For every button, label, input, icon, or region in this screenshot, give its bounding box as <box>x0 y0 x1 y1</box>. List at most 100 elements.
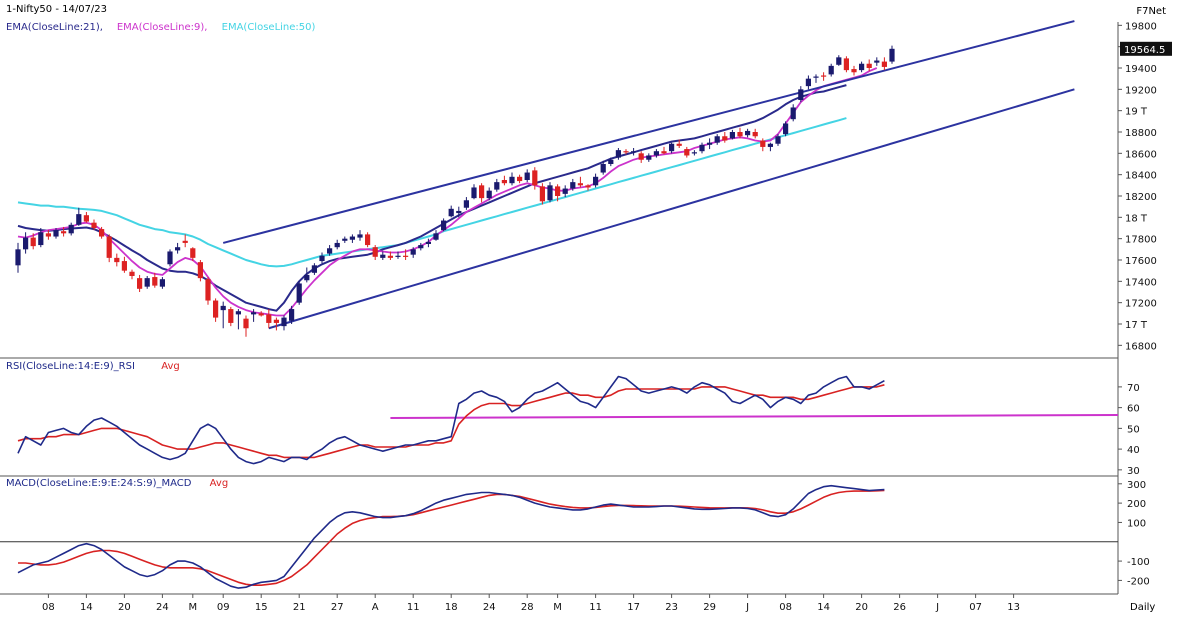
candle-body <box>425 241 431 244</box>
price-y-tick-label: 19200 <box>1125 85 1157 96</box>
candle-body <box>501 180 507 184</box>
candle-body <box>608 159 614 164</box>
candle-body <box>182 240 188 243</box>
candle-body <box>783 123 789 135</box>
candle-body <box>387 255 393 258</box>
x-tick-label: 20 <box>118 602 131 613</box>
symbol-label: 1-Nifty50 <box>6 4 53 15</box>
price-y-tick-label: 17800 <box>1125 235 1157 246</box>
candle-body <box>213 300 219 318</box>
candle-body <box>691 152 697 154</box>
candle-body <box>737 132 743 137</box>
candle-body <box>228 309 234 323</box>
candle-body <box>38 232 44 246</box>
candle-body <box>745 130 751 136</box>
candle-body <box>790 107 796 120</box>
candle-body <box>638 153 644 160</box>
chart-header: 1-Nifty50 - 14/07/23 <box>6 4 107 15</box>
x-tick-label: 28 <box>521 602 534 613</box>
candle-body <box>258 313 264 316</box>
price-y-tick-label: 17600 <box>1125 256 1157 267</box>
candle-body <box>661 151 667 154</box>
candle-body <box>813 76 819 78</box>
candle-body <box>281 317 287 327</box>
candle-body <box>296 283 302 303</box>
candle-body <box>304 274 310 281</box>
x-tick-label: M <box>553 602 562 613</box>
ema50-line <box>17 117 847 268</box>
rsi-level-line <box>390 414 1119 419</box>
macd-avg-legend: Avg <box>210 478 229 489</box>
price-y-tick-label: 18600 <box>1125 149 1157 160</box>
candle-body <box>631 151 637 153</box>
candle-body <box>866 63 872 68</box>
candle-body <box>532 170 538 186</box>
x-tick-label: 11 <box>589 602 602 613</box>
candle-body <box>167 251 173 265</box>
x-tick-label: 27 <box>331 602 344 613</box>
candle-body <box>889 48 895 62</box>
candle-body <box>45 233 51 237</box>
rsi-title: RSI(CloseLine:14:E:9)_RSI <box>6 361 135 372</box>
x-tick-label: 24 <box>156 602 169 613</box>
candle-body <box>539 186 545 202</box>
macd-y-tick-label: -100 <box>1127 557 1150 568</box>
candle-body <box>843 58 849 71</box>
candle-body <box>775 136 781 144</box>
x-tick-label: 24 <box>483 602 496 613</box>
candle-body <box>836 57 842 65</box>
candle-body <box>646 155 652 160</box>
candle-body <box>859 63 865 71</box>
candle-body <box>669 143 675 152</box>
price-y-tick-label: 18800 <box>1125 128 1157 139</box>
candle-body <box>494 182 500 190</box>
candle-body <box>524 172 530 180</box>
candle-body <box>53 230 59 237</box>
candle-body <box>722 136 728 141</box>
candle-body <box>874 60 880 63</box>
x-tick-label: 21 <box>293 602 306 613</box>
candle-body <box>342 238 348 241</box>
candle-body <box>479 185 485 199</box>
candle-body <box>486 190 492 199</box>
rsi-avg-line <box>17 384 885 459</box>
legend-entry: EMA(CloseLine:50) <box>222 22 316 33</box>
candle-body <box>410 249 416 255</box>
candle-body <box>562 188 568 194</box>
candle-body <box>418 245 424 249</box>
legend-entry: EMA(CloseLine:9), <box>117 22 208 33</box>
x-tick-label: 18 <box>445 602 458 613</box>
last-price-tag <box>1120 41 1172 56</box>
candle-body <box>349 236 355 240</box>
x-tick-label: 15 <box>255 602 268 613</box>
legend-entry: EMA(CloseLine:21), <box>6 22 103 33</box>
candle-body <box>357 234 363 238</box>
candle-body <box>471 187 477 199</box>
candle-body <box>68 224 74 234</box>
x-tick-label: 14 <box>817 602 830 613</box>
candle-body <box>30 237 36 247</box>
candle-body <box>99 229 105 237</box>
macd-title: MACD(CloseLine:E:9:E:24:S:9)_MACD <box>6 478 192 489</box>
x-tick-label: 26 <box>893 602 906 613</box>
candle-body <box>577 183 583 186</box>
candle-body <box>106 236 112 258</box>
price-y-tick-label: 19400 <box>1125 64 1157 75</box>
candle-body <box>121 261 127 271</box>
vendor-label: F7Net <box>1136 6 1166 17</box>
candle-body <box>289 309 295 321</box>
candle-body <box>159 279 165 287</box>
candle-body <box>23 237 29 250</box>
candle-body <box>767 143 773 147</box>
rsi-y-tick-label: 50 <box>1127 424 1140 435</box>
candle-body <box>699 144 705 152</box>
candle-body <box>615 150 621 158</box>
x-tick-label: 14 <box>80 602 93 613</box>
candle-body <box>585 185 591 188</box>
candle-body <box>570 182 576 189</box>
candle-body <box>714 136 720 143</box>
candle-body <box>273 319 279 323</box>
candle-body <box>243 318 249 329</box>
